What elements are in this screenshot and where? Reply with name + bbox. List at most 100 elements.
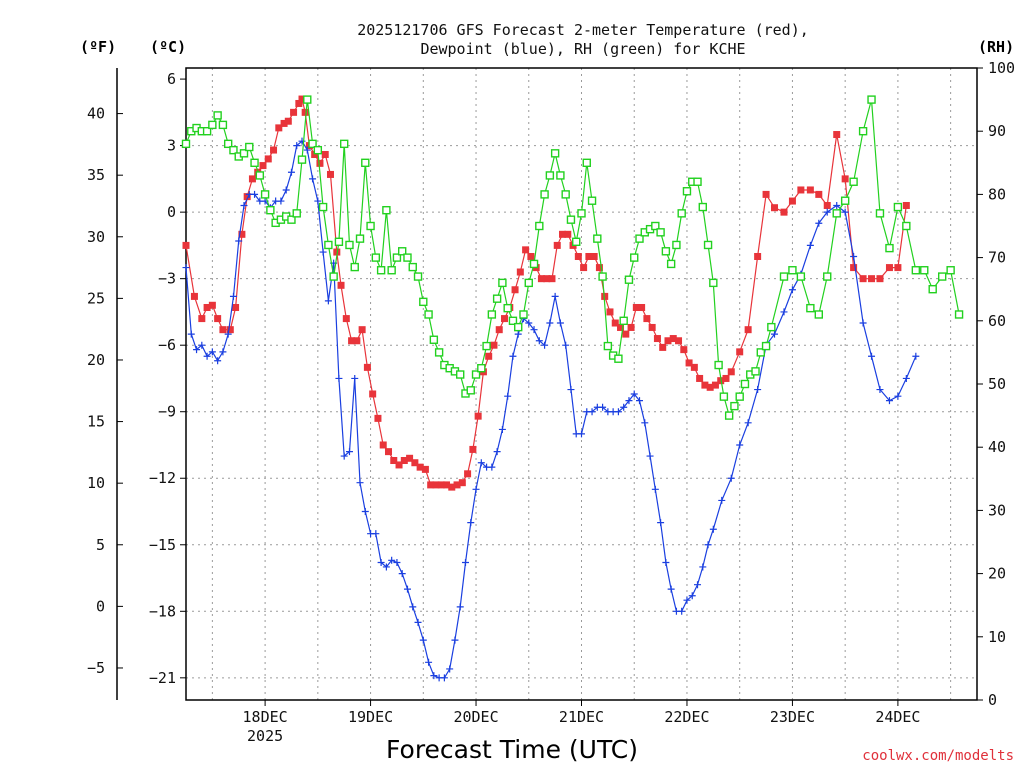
rh-point bbox=[875, 209, 885, 218]
temperature-point bbox=[214, 315, 222, 323]
credit-text: coolwx.com/modelts bbox=[862, 748, 1014, 764]
rh-point bbox=[954, 310, 964, 319]
dewpoint-point bbox=[193, 346, 201, 354]
dewpoint-point bbox=[788, 286, 796, 294]
temperature-point bbox=[238, 230, 246, 238]
temperature-point bbox=[841, 175, 849, 183]
temperature-point bbox=[275, 124, 283, 132]
rh-tick-label: 60 bbox=[988, 312, 1006, 330]
rh-point bbox=[651, 221, 660, 231]
dewpoint-point bbox=[678, 607, 686, 615]
rh-point bbox=[893, 202, 903, 212]
dewpoint-point bbox=[208, 348, 216, 356]
time-tick-label: 22DEC bbox=[664, 708, 709, 726]
dewpoint-point bbox=[446, 665, 454, 673]
dewpoint-point bbox=[806, 241, 814, 249]
temperature-point bbox=[690, 363, 698, 371]
temperature-point bbox=[574, 252, 582, 260]
dewpoint-series bbox=[182, 137, 920, 682]
rh-point bbox=[313, 145, 323, 155]
fahrenheit-tick-label: 10 bbox=[87, 474, 105, 492]
rh-point bbox=[582, 158, 591, 168]
rh-point bbox=[503, 303, 512, 313]
dewpoint-point bbox=[894, 392, 902, 400]
temperature-point bbox=[295, 99, 303, 107]
temperature-point bbox=[198, 315, 206, 323]
dewpoint-point bbox=[662, 559, 670, 567]
rh-point bbox=[519, 310, 528, 319]
dewpoint-point bbox=[551, 292, 559, 300]
dewpoint-point bbox=[324, 297, 332, 305]
temperature-point bbox=[780, 208, 788, 216]
rh-point bbox=[823, 272, 832, 281]
dewpoint-point bbox=[303, 146, 311, 154]
rh-point bbox=[492, 294, 502, 303]
temperature-point bbox=[850, 264, 858, 272]
rh-point bbox=[345, 240, 354, 250]
dewpoint-point bbox=[754, 386, 762, 394]
temperature-point bbox=[823, 201, 831, 209]
rh-point bbox=[514, 322, 523, 332]
dewpoint-point bbox=[351, 374, 359, 382]
rh-point bbox=[796, 272, 806, 281]
dewpoint-point bbox=[419, 636, 427, 644]
rh-point bbox=[751, 367, 760, 376]
temperature-point bbox=[248, 175, 256, 183]
dewpoint-point bbox=[361, 508, 369, 516]
fahrenheit-tick-label: 20 bbox=[87, 351, 105, 369]
rh-point bbox=[561, 190, 570, 199]
time-tick-label: 18DEC bbox=[243, 708, 288, 726]
rh-point bbox=[213, 111, 222, 120]
rh-point bbox=[577, 209, 586, 218]
temperature-point bbox=[680, 346, 688, 354]
rh-point bbox=[719, 392, 729, 401]
rh-point bbox=[419, 297, 428, 307]
rh-tick-label: 80 bbox=[988, 185, 1006, 203]
celsius-axis: 6 3 0 −3 −6 −9 −12 −15 −18 −21 bbox=[149, 70, 186, 687]
dewpoint-point bbox=[372, 530, 380, 538]
dewpoint-point bbox=[688, 592, 696, 600]
temperature-point bbox=[606, 308, 614, 316]
rh-point bbox=[693, 177, 702, 186]
temperature-point bbox=[553, 241, 561, 249]
celsius-tick-label: −12 bbox=[149, 469, 176, 487]
fahrenheit-tick-label: 40 bbox=[87, 105, 105, 123]
x-axis-title: Forecast Time (UTC) bbox=[386, 735, 638, 764]
rh-point bbox=[550, 149, 560, 158]
temperature-point bbox=[595, 264, 603, 272]
dewpoint-point bbox=[736, 441, 744, 449]
dewpoint-point bbox=[403, 585, 411, 593]
dewpoint-point bbox=[430, 672, 438, 680]
temperature-point bbox=[348, 337, 356, 345]
temperature-point bbox=[648, 323, 656, 331]
temperature-point bbox=[264, 155, 272, 163]
temperature-point bbox=[736, 348, 744, 356]
rh-tick-label: 20 bbox=[988, 565, 1006, 583]
rh-point bbox=[756, 348, 765, 357]
rh-point bbox=[239, 149, 249, 158]
dewpoint-point bbox=[235, 237, 243, 245]
dewpoint-point bbox=[398, 570, 406, 578]
dewpoint-point bbox=[718, 496, 726, 504]
rh-point bbox=[508, 316, 518, 325]
rh-unit-label: (RH) bbox=[978, 38, 1014, 56]
rh-point bbox=[477, 364, 486, 373]
rh-point bbox=[885, 243, 894, 253]
temperature-series bbox=[182, 95, 910, 491]
temperature-point bbox=[390, 457, 398, 465]
rh-point bbox=[587, 196, 597, 205]
temperature-point bbox=[711, 381, 719, 389]
time-tick-label: 21DEC bbox=[559, 708, 604, 726]
rh-point bbox=[382, 205, 391, 215]
dewpoint-point bbox=[614, 408, 622, 416]
rh-point bbox=[545, 171, 555, 180]
rh-point bbox=[682, 187, 692, 196]
dewpoint-point bbox=[683, 596, 691, 604]
temperature-point bbox=[564, 230, 572, 238]
time-tick-year: 2025 bbox=[247, 727, 283, 745]
rh-point bbox=[858, 126, 868, 136]
rh-series bbox=[181, 95, 964, 420]
rh-point bbox=[392, 253, 402, 262]
temperature-point bbox=[182, 241, 190, 249]
